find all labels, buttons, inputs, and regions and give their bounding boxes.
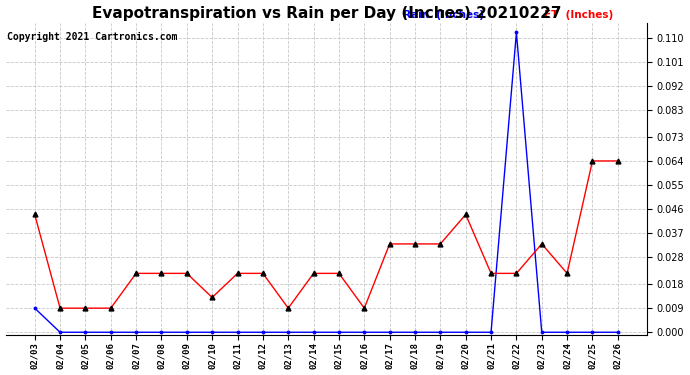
Title: Evapotranspiration vs Rain per Day (Inches) 20210227: Evapotranspiration vs Rain per Day (Inch… [92, 6, 561, 21]
ET  (Inches) [386, 242, 394, 246]
ET  (Inches) [563, 271, 571, 276]
Line: ET  (Inches): ET (Inches) [32, 159, 620, 310]
ET  (Inches) [613, 159, 622, 163]
ET  (Inches) [157, 271, 166, 276]
ET  (Inches) [487, 271, 495, 276]
Rain  (Inches) [589, 330, 597, 334]
ET  (Inches) [309, 271, 317, 276]
Rain  (Inches) [335, 330, 343, 334]
ET  (Inches) [30, 212, 39, 217]
ET  (Inches) [360, 306, 368, 310]
Rain  (Inches) [183, 330, 191, 334]
Rain  (Inches) [512, 30, 520, 35]
Rain  (Inches) [132, 330, 140, 334]
ET  (Inches) [284, 306, 293, 310]
ET  (Inches) [411, 242, 419, 246]
ET  (Inches) [436, 242, 444, 246]
Rain  (Inches) [411, 330, 419, 334]
Rain  (Inches) [538, 330, 546, 334]
Rain  (Inches) [157, 330, 166, 334]
ET  (Inches) [233, 271, 242, 276]
Rain  (Inches) [386, 330, 394, 334]
Rain  (Inches) [436, 330, 444, 334]
ET  (Inches) [107, 306, 115, 310]
Text: Rain  (Inches): Rain (Inches) [403, 10, 484, 20]
Rain  (Inches) [613, 330, 622, 334]
Rain  (Inches) [360, 330, 368, 334]
Rain  (Inches) [208, 330, 217, 334]
Line: Rain  (Inches): Rain (Inches) [32, 30, 620, 334]
ET  (Inches) [81, 306, 90, 310]
ET  (Inches) [259, 271, 267, 276]
Rain  (Inches) [233, 330, 242, 334]
ET  (Inches) [538, 242, 546, 246]
ET  (Inches) [132, 271, 140, 276]
Rain  (Inches) [259, 330, 267, 334]
ET  (Inches) [183, 271, 191, 276]
Rain  (Inches) [56, 330, 64, 334]
ET  (Inches) [589, 159, 597, 163]
Rain  (Inches) [30, 306, 39, 310]
Rain  (Inches) [462, 330, 470, 334]
ET  (Inches) [335, 271, 343, 276]
Text: ET  (Inches): ET (Inches) [544, 10, 613, 20]
Rain  (Inches) [487, 330, 495, 334]
ET  (Inches) [462, 212, 470, 217]
ET  (Inches) [512, 271, 520, 276]
Rain  (Inches) [107, 330, 115, 334]
Rain  (Inches) [563, 330, 571, 334]
Rain  (Inches) [81, 330, 90, 334]
Rain  (Inches) [284, 330, 293, 334]
Rain  (Inches) [309, 330, 317, 334]
ET  (Inches) [208, 295, 217, 300]
Text: Copyright 2021 Cartronics.com: Copyright 2021 Cartronics.com [7, 33, 177, 42]
ET  (Inches) [56, 306, 64, 310]
